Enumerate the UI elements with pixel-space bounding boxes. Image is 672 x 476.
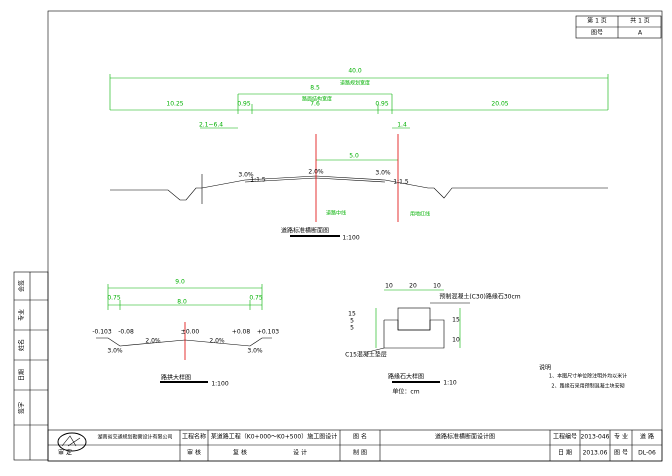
sheet-total: 共 1 页 <box>630 17 650 25</box>
dimension: 2.1~6.4 <box>199 122 223 129</box>
label: 工程名称 <box>182 433 206 441</box>
sheet-no: 第 1 页 <box>587 17 607 25</box>
label: 预制混凝土(C30)路缘石30cm <box>439 293 520 301</box>
scale: 1:100 <box>342 235 359 242</box>
slope: 3.0% <box>375 170 391 177</box>
cross-section-lines <box>109 74 609 237</box>
note: 道路规划宽度 <box>340 80 370 87</box>
number: 2013-046 <box>581 434 610 441</box>
sign-label: 审 定 <box>58 449 72 457</box>
sign-label: 日 期 <box>558 449 572 457</box>
label: 专 业 <box>614 433 628 441</box>
strip-label: 日期 <box>18 369 26 381</box>
sign-label: DL-06 <box>638 450 656 457</box>
note: 道路中线 <box>326 210 346 217</box>
dimension: 10 <box>385 283 393 290</box>
sign-label: 制 图 <box>353 449 367 457</box>
dimension: 0.95 <box>375 101 389 108</box>
unit: 单位：cm <box>392 388 419 396</box>
label: 图 名 <box>353 433 367 441</box>
dimension: 0.75 <box>249 295 263 302</box>
sign-label: 审 核 <box>187 449 201 457</box>
dimension: 20 <box>409 283 417 290</box>
dimension: 5 <box>350 325 354 332</box>
dimension: 40.0 <box>348 68 362 75</box>
slope: 2.0% <box>308 169 324 176</box>
elevation: +0.103 <box>257 329 279 336</box>
dimension: 15 <box>452 317 460 324</box>
discipline: 道 路 <box>640 433 654 441</box>
dimension: 7.6 <box>310 101 320 108</box>
strip-label: 专业 <box>18 309 26 321</box>
slope: 3.0% <box>238 172 254 179</box>
sign-strip <box>13 271 49 461</box>
slope: 2.0% <box>145 338 161 345</box>
dimension: 0.75 <box>107 295 121 302</box>
dimension: 10 <box>452 337 460 344</box>
scale: 1:10 <box>443 380 457 387</box>
dimension: 8.5 <box>310 85 320 92</box>
label: C15混凝土垫层 <box>345 351 387 359</box>
dimension: 0.95 <box>237 101 251 108</box>
section-title: 路缘石大样图 <box>388 373 424 381</box>
elevation: +0.08 <box>232 329 251 336</box>
logo-mark <box>61 435 81 447</box>
note-item: 2、路缘石采用预制混凝土块安砌 <box>551 383 624 390</box>
sign-label: 2013.06 <box>583 450 608 457</box>
dimension: 5 <box>350 318 354 325</box>
slope: 1:1.5 <box>250 177 266 184</box>
sign-label: 图 号 <box>614 450 628 457</box>
section-title: 路拱大样图 <box>161 374 191 382</box>
slope: 1:1.5 <box>393 179 409 186</box>
strip-label: 姓名 <box>18 339 26 351</box>
title-block <box>47 429 663 462</box>
dimension: 1.4 <box>397 122 407 129</box>
elevation: -0.08 <box>118 329 134 336</box>
strip-label: 签字 <box>18 402 26 414</box>
curb-lines <box>367 289 470 383</box>
label: 工程编号 <box>553 433 577 441</box>
notes-title: 说明 <box>539 364 551 372</box>
elevation: ±0.00 <box>181 329 200 336</box>
sign-label: 设 计 <box>293 449 307 457</box>
slope: 3.0% <box>247 348 263 355</box>
company: 湖南省交通规划勘察设计有限公司 <box>97 434 172 441</box>
project: 某道路工程（K0+000～K0+500）施工图设计 <box>211 433 337 441</box>
revision: A <box>638 30 643 37</box>
scale: 1:100 <box>211 381 228 388</box>
dimension: 10.25 <box>166 101 183 108</box>
dimension: 10 <box>433 283 441 290</box>
dimension: 5.0 <box>349 153 359 160</box>
dimension: 8.0 <box>177 299 187 306</box>
slope: 2.0% <box>209 338 225 345</box>
dimension: 9.0 <box>175 279 185 286</box>
note: 用地红线 <box>410 211 430 218</box>
dimension: 15 <box>348 311 356 318</box>
drawing-name: 道路标准横断面设计图 <box>435 433 495 441</box>
note: 路面结构宽度 <box>302 96 332 103</box>
logo <box>57 432 87 452</box>
sheet-label: 图号 <box>591 30 603 37</box>
elevation: -0.103 <box>92 329 112 336</box>
slope: 3.0% <box>107 348 123 355</box>
sign-label: 复 核 <box>233 449 247 457</box>
dimension: 20.05 <box>491 101 508 108</box>
note-item: 1、本图尺寸单位除注明外均以米计 <box>549 373 627 380</box>
section-title: 道路标准横断面图 <box>281 227 329 235</box>
pavement-lines <box>96 284 272 383</box>
strip-label: 会签 <box>18 280 26 292</box>
sheet-table <box>575 15 662 39</box>
